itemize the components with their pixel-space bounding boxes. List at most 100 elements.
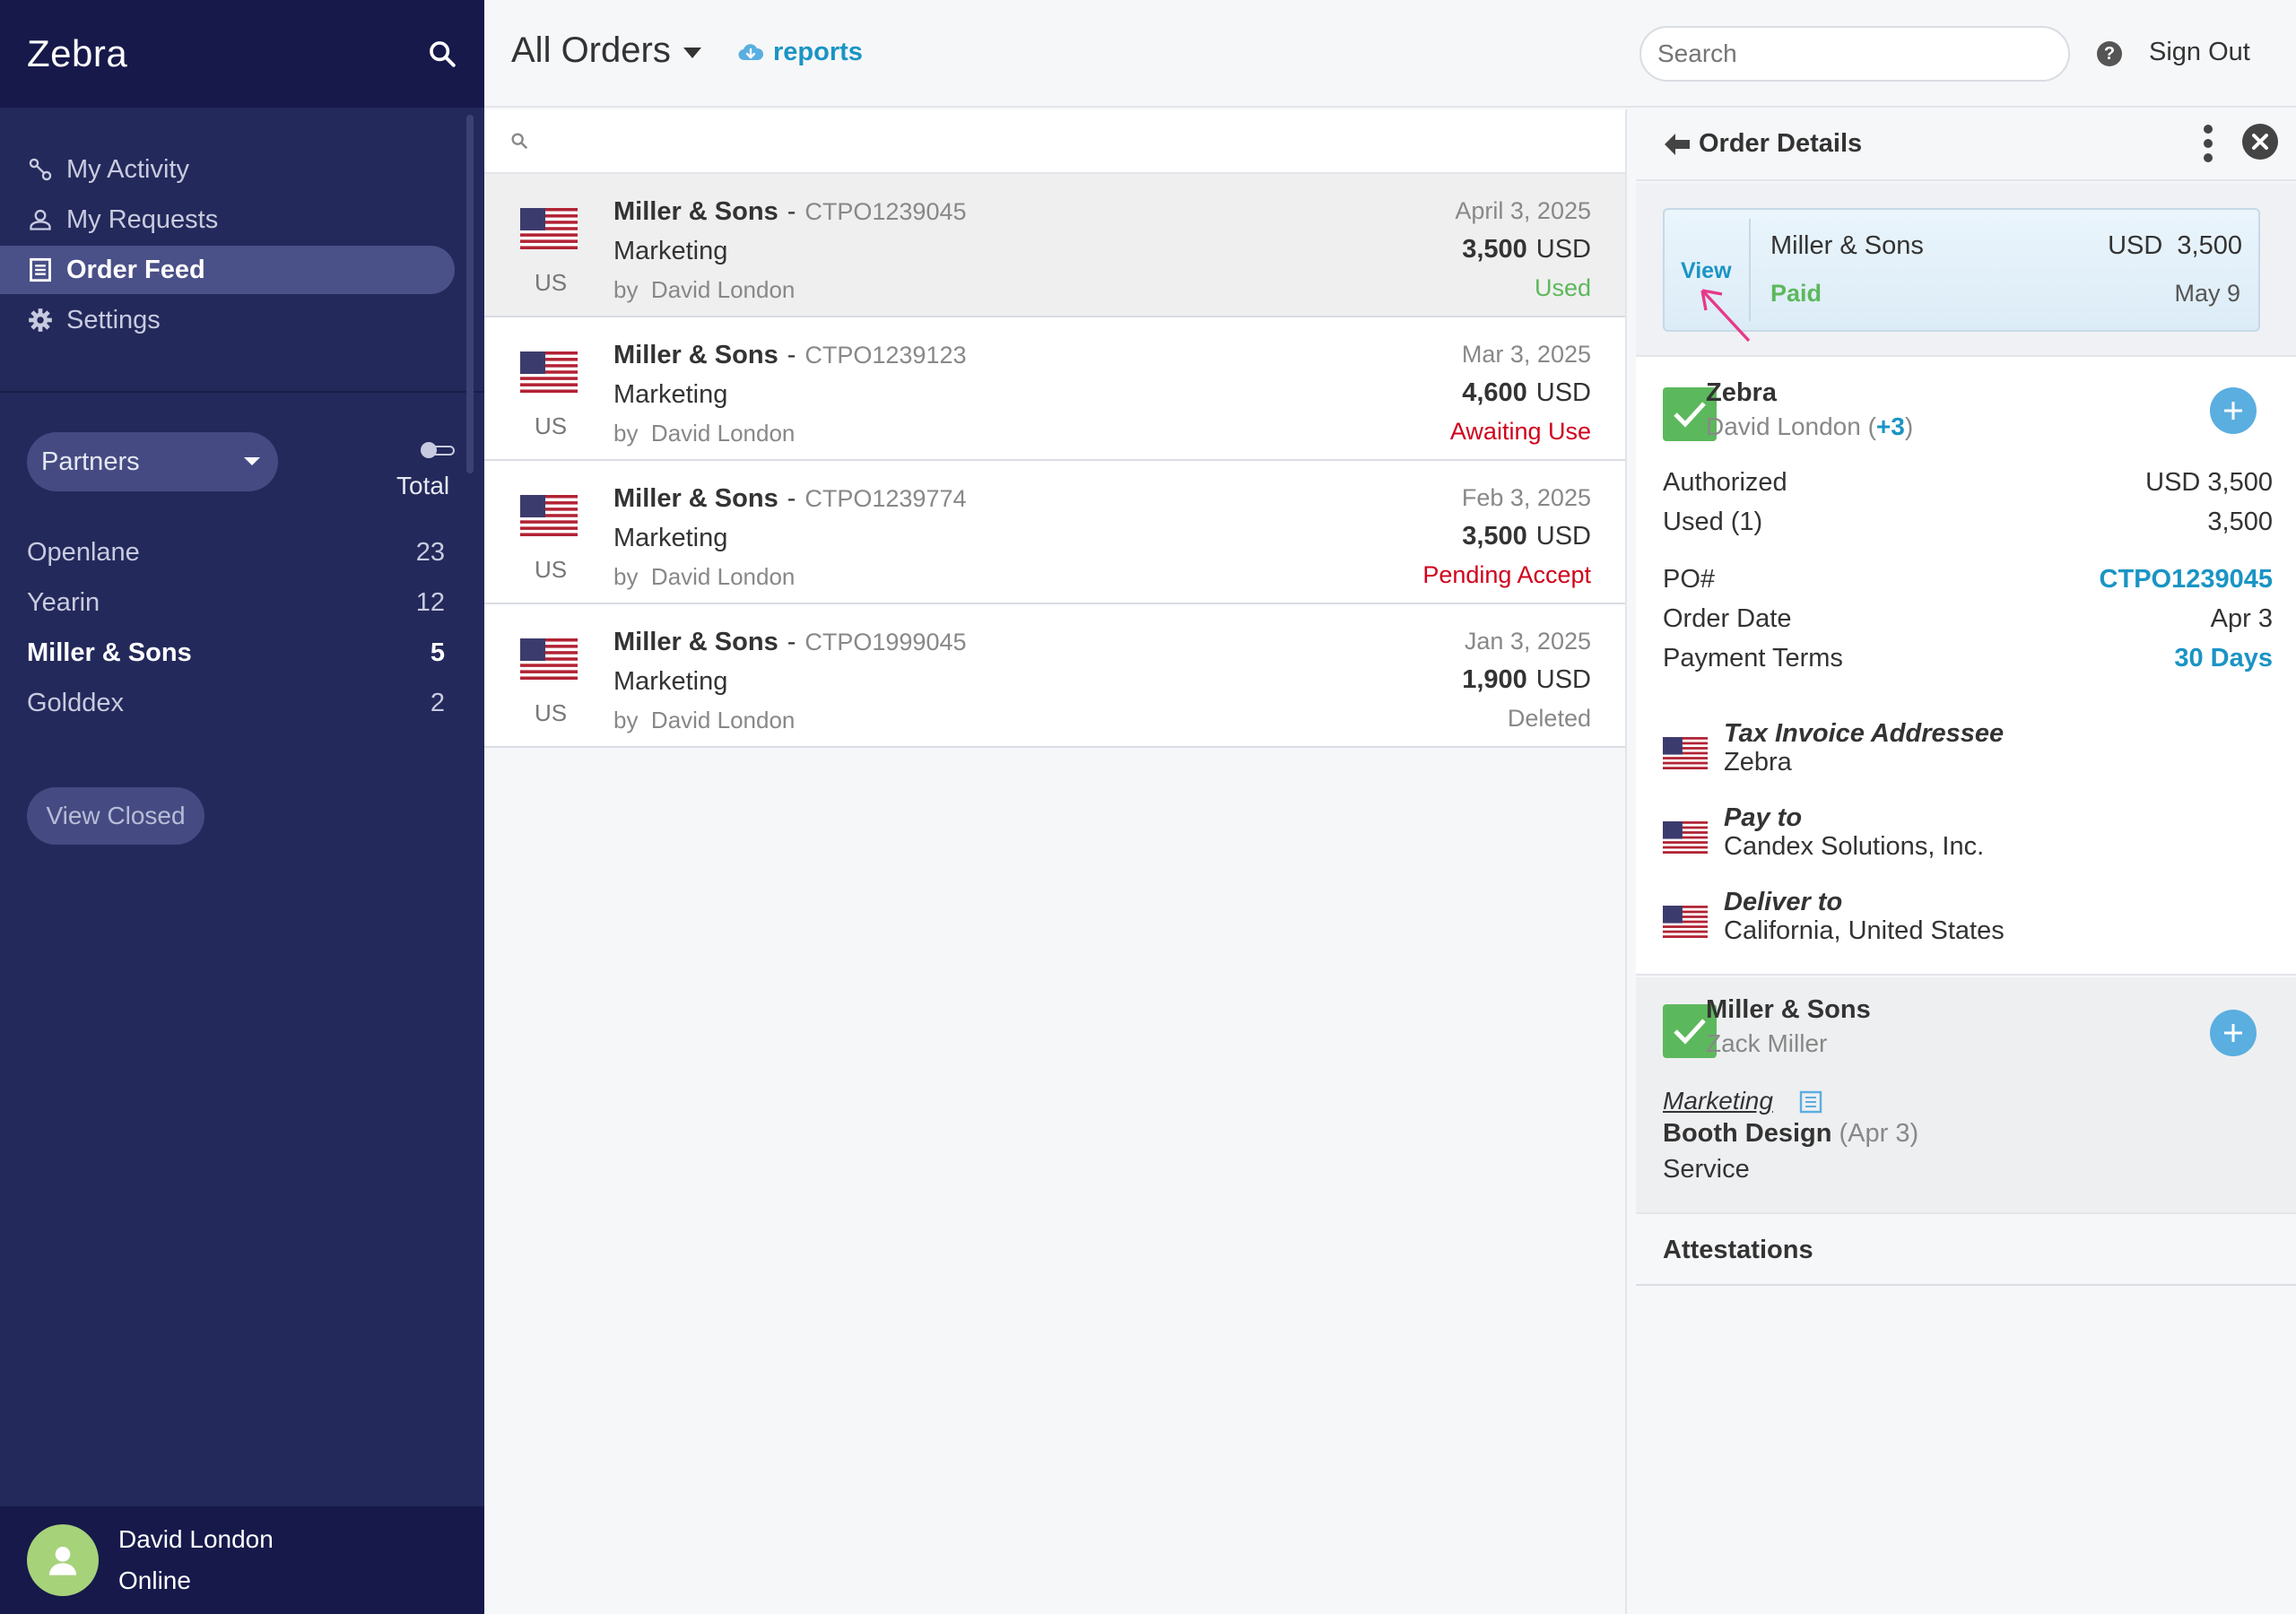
order-title: Miller & Sons - CTPO1999045 (613, 628, 967, 657)
sidebar-divider (0, 391, 484, 393)
order-status: Pending Accept (1422, 561, 1591, 588)
order-date-value: Apr 3 (2210, 604, 2273, 633)
amount-value: 1,900 (1462, 665, 1527, 694)
order-date: April 3, 2025 (1455, 197, 1591, 224)
search-input[interactable] (1639, 26, 2070, 82)
order-requester: by David London (613, 707, 795, 734)
summary-vendor: Miller & Sons (1770, 231, 1924, 260)
order-category: Marketing (613, 380, 728, 409)
back-arrow-icon[interactable] (1663, 131, 1692, 158)
by-label: by (613, 276, 639, 303)
company-name: Miller & Sons (613, 197, 778, 226)
check-icon[interactable] (1663, 1004, 1717, 1058)
add-icon[interactable] (2210, 1010, 2257, 1056)
search-icon[interactable] (427, 39, 457, 69)
partners-dropdown-label: Partners (41, 447, 140, 476)
more-approvers-link[interactable]: +3 (1875, 412, 1905, 440)
by-label: by (613, 420, 639, 447)
amount-currency: USD (1535, 378, 1591, 407)
payment-summary-card[interactable]: View Miller & Sons Paid USD 3,500 May 9 (1663, 208, 2260, 332)
user-icon (27, 206, 54, 233)
order-row[interactable]: US Miller & Sons - CTPO1239045 Marketing b… (484, 174, 1625, 317)
partner-row-golddex[interactable]: Golddex 2 (0, 678, 484, 728)
partner-name: Golddex (27, 688, 125, 717)
category-link[interactable]: Marketing (1663, 1087, 1773, 1115)
partner-row-miller-sons[interactable]: Miller & Sons 5 (0, 628, 484, 678)
sidebar-scrollbar[interactable] (466, 115, 474, 473)
partner-list: Openlane 23 Yearin 12 Miller & Sons 5 Goldd… (0, 527, 484, 728)
company-name: Miller & Sons (613, 484, 778, 513)
user-info: David London Online (118, 1525, 274, 1595)
order-status: Awaiting Use (1449, 418, 1591, 445)
user-footer: David London Online (0, 1506, 484, 1614)
separator: - (787, 197, 796, 226)
requester-name: David London (650, 276, 796, 303)
used-value: 3,500 (2207, 508, 2273, 536)
partner-name: Yearin (27, 587, 100, 617)
close-icon[interactable] (2242, 124, 2278, 160)
partner-row-yearin[interactable]: Yearin 12 (0, 577, 484, 628)
partner-name: Openlane (27, 537, 140, 567)
brand-name: Zebra (27, 32, 128, 74)
po-number: CTPO1239123 (804, 342, 967, 369)
nav-settings[interactable]: Settings (0, 296, 456, 344)
partners-dropdown[interactable]: Partners (27, 432, 278, 491)
address-title: Tax Invoice Addressee (1724, 719, 2005, 748)
more-options-icon[interactable] (2203, 124, 2213, 163)
line-item-name: Booth Design (1663, 1119, 1832, 1148)
order-requester: by David London (613, 420, 795, 447)
company-name: Miller & Sons (613, 341, 778, 369)
partner-row-openlane[interactable]: Openlane 23 (0, 527, 484, 577)
order-amount: 3,500 USD (1462, 522, 1591, 551)
amount-value: 3,500 (1462, 235, 1527, 264)
sign-out-button[interactable]: Sign Out (2149, 38, 2250, 66)
vendor-name: Miller & Sons (1706, 995, 1871, 1024)
total-toggle[interactable] (420, 441, 456, 459)
order-requester: by David London (613, 563, 795, 591)
add-icon[interactable] (2210, 387, 2257, 434)
us-flag-icon (520, 638, 578, 680)
page-title-dropdown[interactable]: All Orders (511, 30, 701, 71)
check-icon[interactable] (1663, 387, 1717, 441)
partner-name: Miller & Sons (27, 638, 192, 667)
view-link[interactable]: View (1681, 258, 1732, 283)
details-title: Order Details (1699, 129, 1863, 158)
summary-date: May 9 (2174, 280, 2240, 307)
view-closed-button[interactable]: View Closed (27, 787, 204, 845)
amount-value: 4,600 (1462, 378, 1527, 407)
attestations-section[interactable]: Attestations (1636, 1214, 2296, 1286)
user-name: David London (118, 1525, 274, 1553)
payment-terms-label: Payment Terms (1663, 644, 1843, 672)
nav-my-activity[interactable]: My Activity (0, 145, 456, 194)
order-category: Marketing (613, 524, 728, 552)
chevron-down-icon (244, 457, 260, 465)
order-row[interactable]: US Miller & Sons - CTPO1239123 Marketing b… (484, 317, 1625, 461)
vendor-section: Miller & Sons Zack Miller Marketing Boot… (1636, 977, 2296, 1214)
list-filter-bar[interactable] (484, 109, 1625, 174)
document-icon[interactable] (1799, 1090, 1822, 1114)
address-value: Candex Solutions, Inc. (1724, 832, 1985, 861)
order-requester: by David London (613, 276, 795, 304)
order-amount: 1,900 USD (1462, 665, 1591, 695)
us-flag-icon (520, 208, 578, 249)
sidebar-nav: My Activity My Requests Order Feed Setti… (0, 108, 484, 344)
nav-order-feed[interactable]: Order Feed (0, 246, 455, 294)
nav-label: Order Feed (66, 255, 205, 284)
gear-icon (27, 307, 54, 334)
order-title: Miller & Sons - CTPO1239774 (613, 484, 967, 514)
buyer-person: David London (+3) (1706, 412, 1914, 440)
avatar[interactable] (27, 1524, 99, 1596)
us-flag-icon (1663, 737, 1708, 769)
order-row[interactable]: US Miller & Sons - CTPO1999045 Marketing b… (484, 604, 1625, 748)
payment-terms-link[interactable]: 30 Days (2174, 644, 2273, 672)
help-icon[interactable]: ? (2097, 41, 2122, 66)
search-icon (511, 133, 528, 150)
us-flag-icon (520, 351, 578, 393)
address-value: California, United States (1724, 916, 2005, 945)
order-row[interactable]: US Miller & Sons - CTPO1239774 Marketing b… (484, 461, 1625, 604)
nav-my-requests[interactable]: My Requests (0, 195, 456, 244)
reports-link[interactable]: reports (737, 38, 863, 67)
buyer-section: Zebra David London (+3) Authorized USD 3… (1636, 357, 2296, 976)
partner-count: 2 (430, 688, 445, 717)
po-link[interactable]: CTPO1239045 (2099, 565, 2273, 594)
